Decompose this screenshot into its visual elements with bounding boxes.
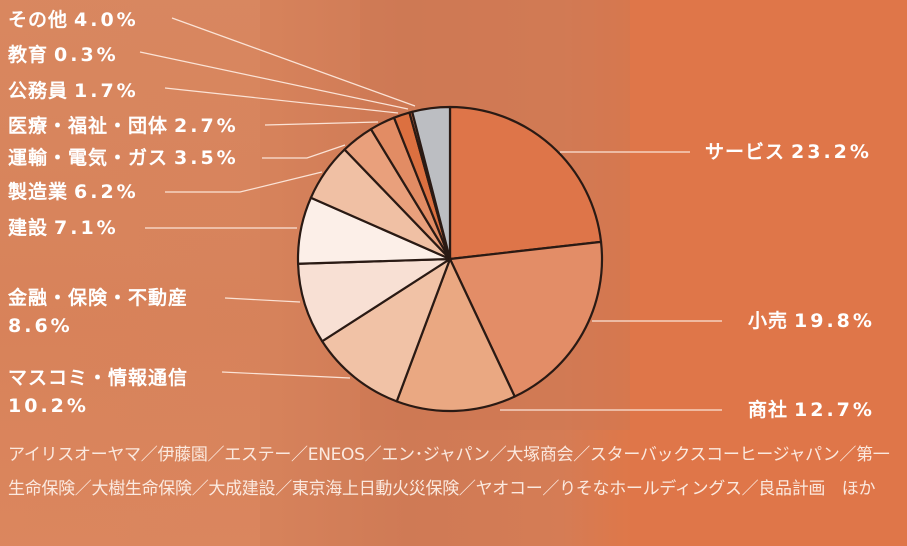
leader-line-マスコミ xyxy=(221,371,351,379)
background-panel xyxy=(630,0,907,546)
leader-line-運輸 xyxy=(262,144,346,159)
pie-slice-小売 xyxy=(448,240,604,398)
pie-slice-サービス xyxy=(448,105,603,261)
label-サービス: サービス 23.2% xyxy=(705,141,872,163)
label-その他: その他 4.0% xyxy=(8,9,139,31)
pie-slice-商社 xyxy=(395,257,516,413)
label-建設: 建設 7.1% xyxy=(8,217,119,239)
label-医療: 医療・福祉・団体 2.7% xyxy=(8,115,239,137)
company-list: アイリスオーヤマ／伊藤園／エステー／ENEOS／エン･ジャパン／大塚商会／スター… xyxy=(8,445,890,499)
leader-line-その他 xyxy=(171,17,416,107)
leader-line-製造業 xyxy=(165,171,323,193)
pie-slice-その他 xyxy=(411,105,452,261)
leader-line-教育 xyxy=(139,51,409,110)
pie-slice-マスコミ・情報通信 xyxy=(321,257,452,403)
label-小売: 小売 19.8% xyxy=(748,310,875,332)
label-運輸: 運輸・電気・ガス 3.5% xyxy=(8,147,239,169)
label-製造業: 製造業 6.2% xyxy=(8,181,139,203)
leader-line-金融 xyxy=(224,297,301,303)
label-マスコミ: マスコミ・情報通信 10.2% xyxy=(8,367,189,417)
leader-line-医療 xyxy=(264,121,379,126)
label-教育: 教育 0.3% xyxy=(8,44,119,66)
leader-line-公務員 xyxy=(164,87,399,114)
background-panel xyxy=(0,0,260,546)
label-公務員: 公務員 1.7% xyxy=(8,80,139,102)
label-商社: 商社 12.7% xyxy=(748,399,875,421)
label-金融: 金融・保険・不動産 8.6% xyxy=(8,287,189,337)
